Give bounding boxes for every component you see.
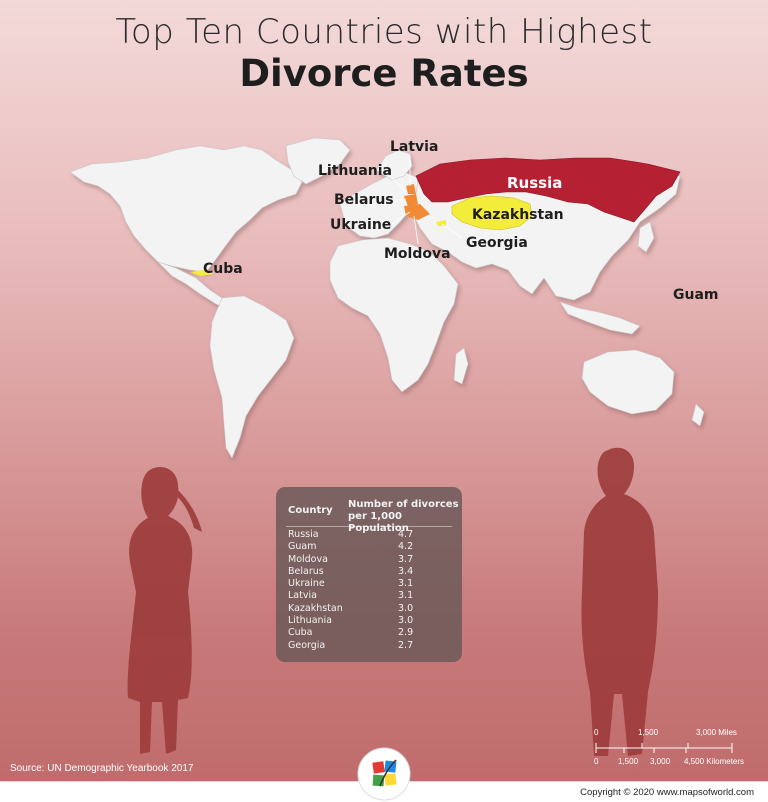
label-guam: Guam (673, 287, 719, 303)
divorce-rate-table: Country Number of divorces per 1,000 Pop… (276, 487, 462, 662)
scale-miles-1500: 1,500 (638, 728, 659, 737)
label-cuba: Cuba (203, 261, 243, 277)
table-row: Latvia 3.1 (288, 590, 454, 602)
copyright-text: Copyright © 2020 www.mapsofworld.com (580, 787, 754, 798)
table-cell-value: 3.0 (398, 615, 414, 627)
label-lithuania: Lithuania (318, 163, 393, 179)
southeast-asia-shape (559, 301, 641, 335)
scale-miles-3000: 3,000 Miles (696, 728, 737, 737)
title-line-1: Top Ten Countries with Highest (115, 12, 653, 52)
table-header-country: Country (288, 505, 333, 516)
mapsofworld-logo (357, 747, 411, 801)
russia-shape (415, 157, 681, 223)
australia-shape (581, 349, 675, 415)
table-cell-country: Cuba (288, 627, 313, 639)
south-america-shape (209, 295, 295, 459)
table-row: Moldova 3.7 (288, 554, 454, 566)
north-america-shape (69, 145, 303, 273)
table-row: Belarus 3.4 (288, 566, 454, 578)
table-cell-country: Georgia (288, 639, 326, 651)
scale-bar-line (595, 743, 733, 753)
table-cell-value: 4.7 (398, 529, 414, 540)
table-cell-value: 2.9 (398, 627, 414, 639)
label-kazakhstan: Kazakhstan (472, 207, 564, 223)
table-header-number-line2: per 1,000 Population (348, 511, 409, 534)
table-row: Kazakhstan 3.0 (288, 603, 454, 615)
table-cell-country: Moldova (288, 553, 328, 565)
label-belarus: Belarus (334, 192, 394, 208)
table-cell-value: 2.7 (398, 639, 414, 651)
table-cell-value: 3.4 (398, 565, 414, 577)
source-note: Source: UN Demographic Yearbook 2017 (10, 763, 194, 774)
scale-km-3000: 3,000 (650, 757, 671, 766)
woman-silhouette (127, 466, 202, 754)
greenland-shape (285, 137, 351, 185)
scale-bar: 0 1,500 3,000 Miles 0 1,500 3,000 4,500 … (592, 724, 764, 770)
cuba-shape (190, 270, 214, 276)
table-body: Russia 4.7 Guam 4.2 Moldova 3.7 Belarus 3.4 … (288, 529, 454, 652)
table-cell-value: 4.2 (398, 541, 414, 553)
label-ukraine: Ukraine (330, 217, 392, 233)
ukraine-shape (404, 204, 430, 220)
lithuania-leader-line (391, 177, 407, 193)
madagascar-shape (453, 347, 469, 385)
scandinavia-shape (375, 149, 413, 181)
baltic-shape (406, 184, 416, 194)
title-line-2: Divorce Rates (239, 52, 529, 95)
table-row: Russia 4.7 (288, 529, 454, 541)
table-cell-value: 3.7 (398, 553, 414, 565)
table-cell-country: Kazakhstan (288, 602, 343, 614)
africa-shape (329, 237, 459, 393)
man-silhouette (581, 447, 658, 756)
scale-km-4500: 4,500 Kilometers (684, 757, 745, 766)
table-cell-country: Belarus (288, 565, 324, 577)
table-row: Guam 4.2 (288, 541, 454, 553)
label-latvia: Latvia (390, 139, 439, 155)
table-row: Ukraine 3.1 (288, 578, 454, 590)
georgia-shape (436, 220, 446, 226)
table-cell-country: Ukraine (288, 578, 325, 590)
table-row: Lithuania 3.0 (288, 615, 454, 627)
table-cell-value: 3.1 (398, 578, 414, 590)
georgia-leader-line (441, 223, 463, 239)
ukraine-leader-line (391, 211, 411, 225)
table-row: Cuba 2.9 (288, 627, 454, 639)
kazakhstan-shape (451, 195, 533, 231)
scale-km-1500: 1,500 (618, 757, 639, 766)
table-cell-country: Latvia (288, 590, 317, 602)
scale-km-0: 0 (594, 757, 599, 766)
label-moldova: Moldova (384, 246, 451, 262)
scale-miles-0: 0 (594, 728, 599, 737)
table-cell-value: 3.1 (398, 590, 414, 602)
table-cell-country: Lithuania (288, 615, 333, 627)
table-header-number: Number of divorces per 1,000 Population (348, 499, 460, 535)
label-russia: Russia (507, 174, 563, 192)
table-divider (286, 526, 452, 527)
table-cell-value: 3.0 (398, 602, 414, 614)
table-cell-country: Russia (288, 529, 319, 540)
table-cell-country: Guam (288, 541, 317, 553)
japan-shape (637, 221, 655, 253)
belarus-shape (404, 194, 418, 206)
moldova-leader-line (413, 215, 419, 245)
new-zealand-shape (691, 403, 705, 427)
label-georgia: Georgia (466, 235, 528, 251)
table-header-number-line1: Number of divorces (348, 499, 459, 510)
table-row: Georgia 2.7 (288, 640, 454, 652)
